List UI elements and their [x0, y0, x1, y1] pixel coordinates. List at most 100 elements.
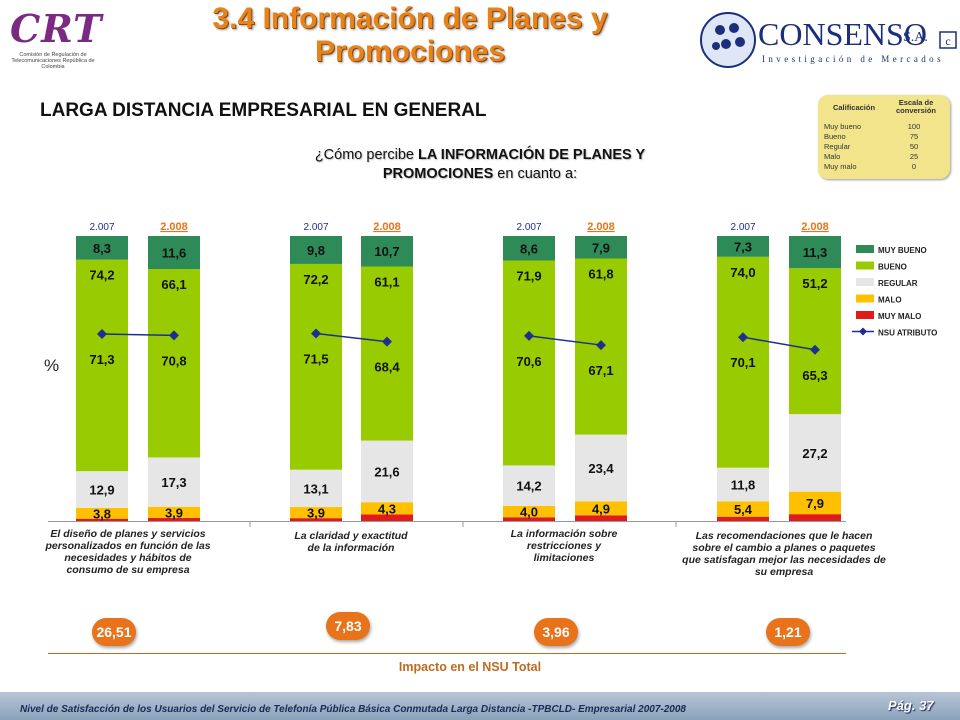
scale-row: Malo 25 — [824, 152, 944, 161]
consenso-logo-name: CONSENSO — [758, 16, 927, 52]
scale-col1-header: Calificación — [832, 103, 876, 112]
scale-row-label: Regular — [824, 142, 851, 151]
nsu-point — [97, 329, 107, 340]
scale-row-label: Bueno — [824, 132, 846, 141]
data-label-bueno: 66,1 — [161, 277, 186, 292]
data-label-malo: 4,3 — [378, 501, 396, 516]
bar-segment-bueno — [148, 269, 200, 458]
data-label-malo: 3,8 — [93, 506, 111, 521]
page-title: 3.4 Información de Planes y Promociones — [140, 2, 680, 68]
category-label: La claridad y exactitud de la informació… — [294, 530, 408, 554]
footer-bar — [0, 692, 960, 720]
data-label-malo: 3,9 — [165, 505, 183, 520]
nsu-value-label: 67,1 — [588, 363, 613, 378]
bar-segment-bueno — [76, 259, 128, 472]
data-label-regular: 23,4 — [588, 461, 614, 476]
year-label: 2.008 — [801, 221, 829, 233]
nsu-line — [315, 332, 388, 343]
nsu-point — [524, 330, 534, 341]
scale-row-value: 25 — [909, 152, 919, 161]
y-axis-label: % — [44, 356, 60, 375]
data-label-regular: 27,2 — [802, 446, 827, 461]
data-label-bueno: 71,9 — [516, 269, 541, 284]
page-title-line2: Promociones — [314, 35, 506, 68]
nsu-point — [169, 330, 179, 341]
legend-swatch-malo — [856, 294, 874, 303]
year-label: 2.008 — [160, 221, 188, 233]
consenso-logo-suffix: S.A. — [903, 30, 928, 45]
bar-segment-muy-malo — [503, 517, 555, 521]
bar-segment-regular — [76, 471, 128, 508]
question-prefix: ¿Cómo percibe — [314, 147, 418, 163]
category-label: Las recomendaciones que le hacen sobre e… — [682, 530, 886, 578]
data-label-muy-bueno: 11,3 — [803, 245, 828, 260]
bar-segment-muy-bueno — [148, 236, 200, 270]
data-label-muy-bueno: 8,3 — [93, 241, 111, 256]
impact-divider — [48, 653, 846, 654]
bar-segment-regular — [717, 467, 769, 502]
bar-segment-muy-bueno — [503, 236, 555, 261]
bar-segment-regular — [290, 469, 342, 508]
data-label-muy-bueno: 11,6 — [162, 246, 187, 261]
year-label: 2.007 — [516, 222, 541, 233]
bar-segment-malo — [717, 501, 769, 517]
impact-badge: 7,83 — [326, 612, 370, 640]
scale-row: Muy malo 0 — [824, 162, 944, 171]
impact-badge: 3,96 — [534, 618, 578, 646]
legend-label-muy-malo: MUY MALO — [878, 312, 921, 321]
question-text: ¿Cómo percibe LA INFORMACIÓN DE PLANES Y… — [250, 146, 710, 184]
impact-badge: 26,51 — [92, 618, 136, 646]
bar-segment-malo — [789, 491, 841, 515]
nsu-line — [742, 336, 816, 351]
impact-label: Impacto en el NSU Total — [398, 660, 542, 674]
bar-segment-regular — [503, 465, 555, 506]
page-number: Pág. 37 — [888, 698, 934, 713]
category-label: La información sobre restricciones y lim… — [510, 528, 618, 564]
nsu-point — [311, 328, 321, 339]
bar-segment-bueno — [717, 256, 769, 468]
data-label-muy-bueno: 9,8 — [307, 243, 325, 258]
year-label: 2.007 — [303, 222, 328, 233]
nsu-value-label: 68,4 — [374, 360, 400, 375]
bar-segment-muy-bueno — [76, 236, 128, 260]
data-label-bueno: 74,2 — [89, 268, 114, 283]
bar-segment-bueno — [503, 260, 555, 466]
bar-segment-malo — [76, 507, 128, 519]
year-label: 2.007 — [89, 222, 114, 233]
bar-segment-muy-malo — [361, 514, 413, 521]
data-label-malo: 7,9 — [806, 496, 824, 511]
page-title-line1: 3.4 Información de Planes y — [212, 2, 608, 35]
bar-segment-bueno — [789, 268, 841, 415]
year-label: 2.008 — [373, 221, 401, 233]
year-label: 2.007 — [730, 222, 755, 233]
bar-segment-muy-bueno — [717, 236, 769, 257]
year-label: 2.008 — [587, 221, 615, 233]
data-label-malo: 4,0 — [520, 505, 538, 520]
consenso-logo: c — [700, 12, 957, 68]
legend-label-bueno: BUENO — [878, 263, 907, 272]
data-label-muy-bueno: 7,9 — [592, 240, 610, 255]
crt-logo-text: CRT — [10, 6, 103, 51]
bar-segment-regular — [789, 414, 841, 492]
question-bold1: LA INFORMACIÓN DE PLANES Y — [417, 147, 646, 163]
scale-row-value: 100 — [907, 122, 921, 131]
crt-logo-subtitle: Comisión de Regulación de Telecomunicaci… — [11, 52, 95, 70]
legend-label-malo: MALO — [878, 296, 902, 305]
consenso-logo-tagline: Investigación de Mercados — [762, 54, 944, 64]
scale-col2-header: Escala de conversión — [895, 98, 936, 115]
nsu-point — [596, 340, 606, 351]
bar-segment-bueno — [361, 266, 413, 441]
legend-label-regular: REGULAR — [878, 279, 918, 288]
svg-text:c: c — [945, 34, 950, 48]
scale-row: Regular 50 — [824, 142, 944, 151]
data-label-regular: 13,1 — [303, 481, 328, 496]
legend-swatch-muy-bueno — [856, 245, 874, 253]
bar-segment-muy-bueno — [361, 236, 413, 267]
nsu-value-label: 71,5 — [303, 352, 328, 367]
nsu-point — [382, 336, 392, 347]
data-label-malo: 3,9 — [307, 506, 325, 521]
bar-segment-malo — [575, 501, 627, 516]
legend-swatch-bueno — [856, 261, 874, 270]
data-label-regular: 14,2 — [516, 479, 541, 494]
nsu-point — [810, 344, 820, 355]
